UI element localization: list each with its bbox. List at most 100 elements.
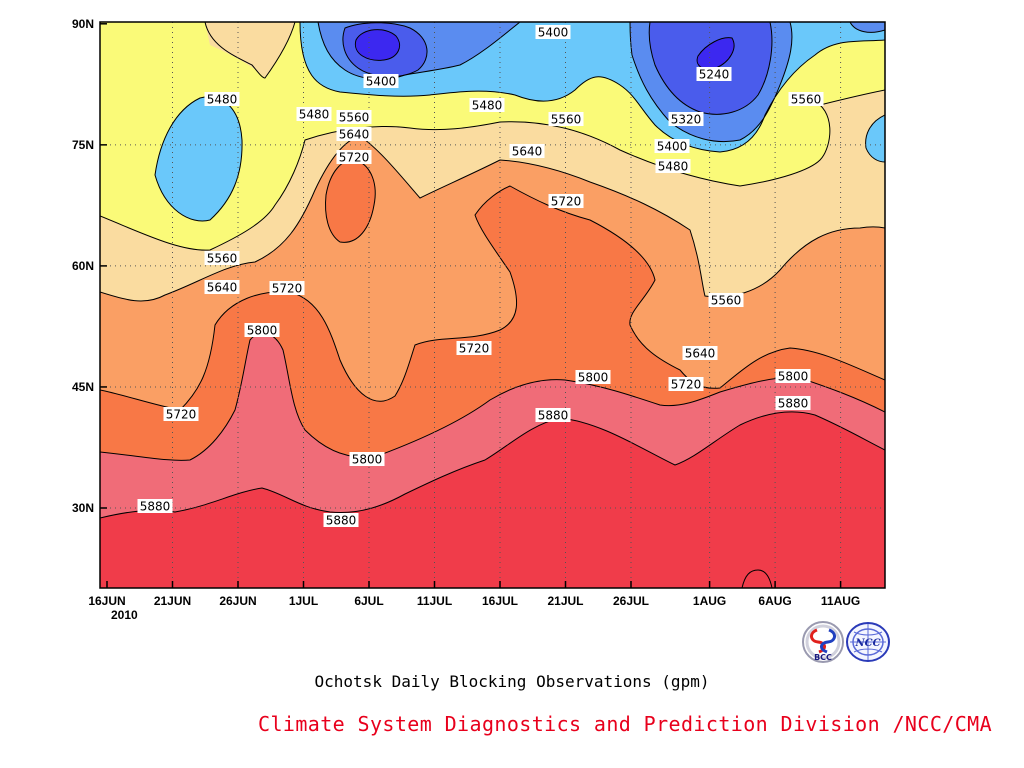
contour-label-box	[788, 92, 824, 106]
contour-label-text: 5560	[207, 252, 238, 266]
contour-label-5480: 5480	[655, 159, 691, 174]
band-fill-above-5880-patch	[742, 570, 772, 588]
contour-label-box	[668, 112, 704, 126]
contour-label-box	[535, 408, 571, 422]
contour-label-box	[682, 346, 718, 360]
contour-line-5400-ne	[849, 22, 885, 33]
contour-label-5400: 5400	[535, 25, 571, 40]
band-fill-5400-5480-west	[155, 96, 243, 221]
contour-label-5560: 5560	[788, 92, 824, 107]
contour-label-box	[775, 369, 811, 383]
contour-label-box	[548, 194, 584, 208]
chart-caption: Ochotsk Daily Blocking Observations (gpm…	[314, 672, 710, 691]
contour-line-5400-east	[629, 22, 793, 143]
contour-label-box	[575, 370, 611, 384]
contour-label-text: 5400	[366, 75, 397, 89]
contour-label-5800: 5800	[575, 370, 611, 385]
contour-label-box	[269, 281, 305, 295]
contour-label-box	[535, 25, 571, 39]
plot-area	[100, 22, 885, 588]
contour-label-box	[163, 407, 199, 421]
x-tick-label-1jul: 1JUL	[289, 594, 318, 608]
contour-line-5800	[100, 332, 885, 461]
x-tick-label-1aug: 1AUG	[693, 594, 726, 608]
contour-label-text: 5640	[512, 145, 543, 159]
contour-label-5560: 5560	[204, 251, 240, 266]
contour-line-5720	[100, 185, 885, 411]
contour-line-5560-top	[204, 22, 296, 79]
band-fill-below-5240-east	[697, 37, 735, 70]
contour-label-5720: 5720	[269, 281, 305, 296]
contour-label-5640: 5640	[204, 280, 240, 295]
contour-label-text: 5560	[791, 93, 822, 107]
contour-label-box	[336, 110, 372, 124]
contour-line-5240	[354, 29, 400, 61]
contour-label-5640: 5640	[682, 346, 718, 361]
contour-label-text: 5640	[685, 347, 716, 361]
contour-label-5560: 5560	[548, 112, 584, 127]
contour-label-box	[363, 74, 399, 88]
contour-label-5720: 5720	[336, 150, 372, 165]
contour-label-text: 5400	[657, 140, 688, 154]
contour-label-text: 5560	[551, 113, 582, 127]
contour-label-5720: 5720	[668, 377, 704, 392]
y-tick-label-30n: 30N	[72, 501, 94, 515]
contour-line-5880	[100, 411, 885, 519]
contour-label-box	[296, 107, 332, 121]
contour-label-text: 5480	[658, 160, 689, 174]
contour-label-box	[509, 144, 545, 158]
bcc-logo-icon: BCC	[800, 620, 848, 664]
plot-frame	[99, 21, 886, 589]
contour-label-box	[456, 341, 492, 355]
contour-line-5560	[100, 89, 885, 251]
y-tick-label-45n: 45N	[72, 380, 94, 394]
band-fill-5560-5640-top-patch	[205, 22, 295, 78]
contour-label-box	[548, 112, 584, 126]
contour-line-5480-west	[154, 96, 243, 222]
contour-label-text: 5240	[699, 68, 730, 82]
contour-label-5720: 5720	[163, 407, 199, 422]
contour-label-box	[696, 67, 732, 81]
x-tick-label-16jun: 16JUN	[88, 594, 125, 608]
x-tick-label-26jul: 26JUL	[613, 594, 649, 608]
contour-label-5880: 5880	[535, 408, 571, 423]
contour-label-5480: 5480	[469, 98, 505, 113]
ncc-logo-text: NCC	[854, 638, 880, 649]
contour-label-text: 5720	[272, 282, 303, 296]
contour-line-5880-patch	[741, 569, 773, 588]
contour-label-text: 5480	[472, 99, 503, 113]
contour-label-5480: 5480	[204, 92, 240, 107]
y-tick-label-60n: 60N	[72, 259, 94, 273]
contour-label-5800: 5800	[244, 323, 280, 338]
contour-label-box	[244, 323, 280, 337]
contour-label-5320: 5320	[668, 112, 704, 127]
contour-label-text: 5720	[551, 195, 582, 209]
grid-lines	[100, 22, 885, 588]
contour-label-box	[336, 127, 372, 141]
contour-label-text: 5720	[459, 342, 490, 356]
band-fill-5720-5800-patch	[325, 159, 376, 243]
x-tick-label-11aug: 11AUG	[821, 594, 860, 608]
contour-label-box	[137, 499, 173, 513]
contour-label-5560: 5560	[708, 293, 744, 308]
contour-line-5480-east	[865, 114, 885, 163]
ncc-logo-icon: NCC	[844, 620, 892, 664]
contour-label-text: 5720	[671, 378, 702, 392]
contour-label-5480: 5480	[296, 107, 332, 122]
axis-ticks	[100, 23, 842, 588]
contour-label-box	[336, 150, 372, 164]
x-tick-label-21jul: 21JUL	[547, 594, 583, 608]
contour-label-5640: 5640	[509, 144, 545, 159]
x-tick-label-21jun: 21JUN	[154, 594, 191, 608]
x-tick-label-16jul: 16JUL	[482, 594, 518, 608]
contour-label-box	[323, 513, 359, 527]
x-tick-label-6aug: 6AUG	[758, 594, 791, 608]
contour-label-text: 5800	[247, 324, 278, 338]
contour-label-box	[469, 98, 505, 112]
contour-label-text: 5480	[299, 108, 330, 122]
contour-label-text: 5800	[778, 370, 809, 384]
band-fill-below-5240	[355, 29, 400, 61]
band-fill-above-5880	[100, 411, 885, 588]
x-tick-label-26jun: 26JUN	[219, 594, 256, 608]
